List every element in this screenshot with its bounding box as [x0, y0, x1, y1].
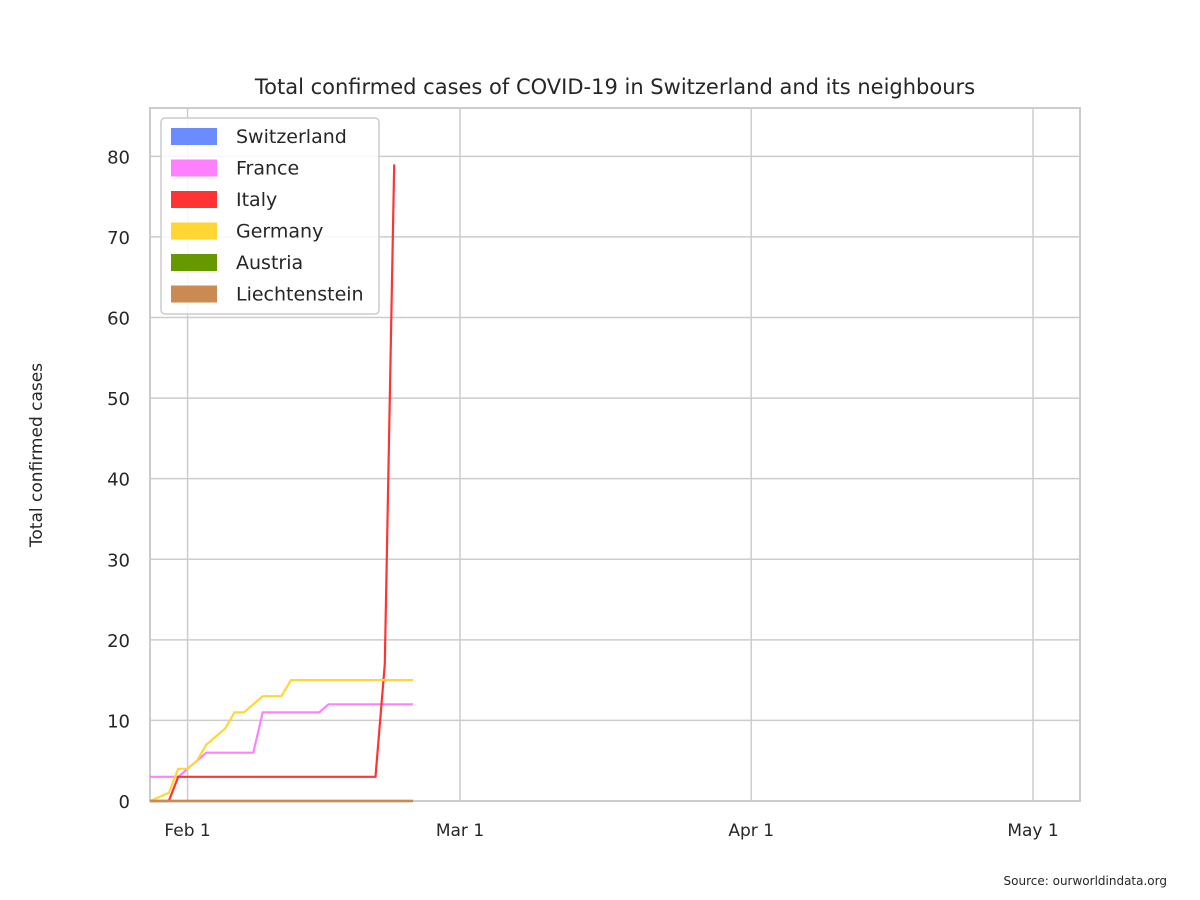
- plot-frame: [149, 107, 1081, 802]
- y-tick-label: 60: [107, 309, 130, 330]
- y-tick-label: 30: [107, 550, 130, 571]
- legend-swatch-germany: [171, 222, 217, 240]
- y-tick-label: 20: [107, 631, 130, 652]
- legend-label-austria: Austria: [236, 252, 303, 274]
- legend-swatch-france: [171, 159, 217, 177]
- legend-swatch-italy: [171, 191, 217, 208]
- source-note: Source: ourworldindata.org: [1003, 874, 1167, 888]
- y-tick-label: 10: [107, 711, 130, 732]
- legend-label-liechtenstein: Liechtenstein: [236, 284, 364, 306]
- legend-label-switzerland: Switzerland: [236, 126, 347, 148]
- y-tick-label: 70: [107, 228, 130, 249]
- series-line-germany: [149, 678, 413, 803]
- legend: Switzerland France Italy Germany Austria Liec…: [160, 117, 380, 315]
- x-tick-label: Apr 1: [728, 821, 774, 841]
- legend-label-france: France: [236, 158, 299, 180]
- chart-title: Total confirmed cases of COVID-19 in Swi…: [254, 75, 975, 99]
- legend-swatch-liechtenstein: [171, 285, 217, 303]
- x-tick-label: May 1: [1007, 821, 1058, 841]
- legend-label-italy: Italy: [236, 189, 277, 211]
- y-axis-label: Total confirmed cases: [27, 363, 47, 548]
- legend-label-germany: Germany: [236, 221, 323, 243]
- x-tick-label: Mar 1: [436, 821, 484, 841]
- series-line-france: [150, 703, 413, 778]
- y-tick-label: 50: [107, 389, 130, 410]
- legend-swatch-austria: [171, 254, 217, 271]
- x-tick-label: Feb 1: [164, 821, 210, 841]
- y-tick-label: 40: [107, 470, 130, 491]
- y-tick-label: 80: [107, 147, 130, 168]
- y-tick-label: 0: [119, 792, 130, 813]
- legend-swatch-switzerland: [171, 128, 217, 145]
